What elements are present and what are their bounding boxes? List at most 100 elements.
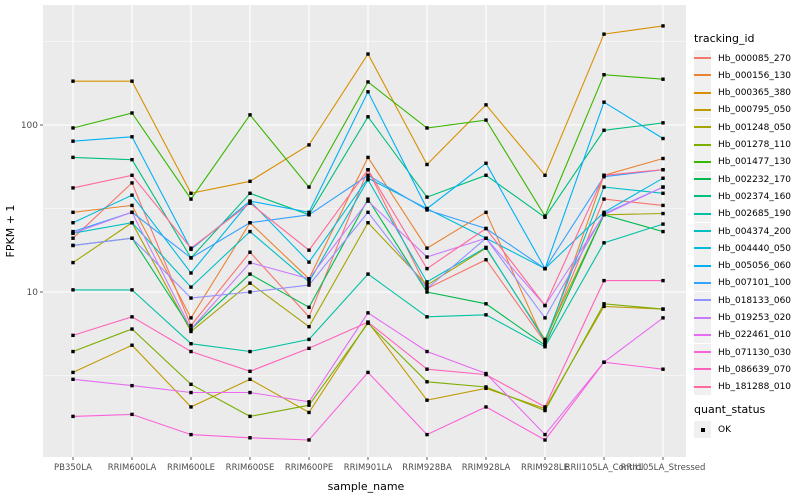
data-point xyxy=(425,208,429,212)
data-point xyxy=(425,280,429,284)
data-point xyxy=(71,231,75,235)
data-point xyxy=(484,173,488,177)
data-point xyxy=(661,278,665,283)
color-line-swatch-icon xyxy=(694,108,711,111)
data-point xyxy=(248,436,252,440)
color-line-swatch-icon xyxy=(694,385,711,388)
data-point xyxy=(248,199,252,203)
data-point xyxy=(248,414,252,419)
data-point xyxy=(366,210,370,215)
data-point xyxy=(307,403,311,407)
x-tick-label: RRIM600SE xyxy=(226,463,275,473)
data-point xyxy=(307,143,311,147)
data-point xyxy=(484,385,488,389)
y-tick-label: 100 xyxy=(21,121,38,131)
data-point xyxy=(661,222,665,226)
data-point xyxy=(661,167,665,172)
color-line-swatch-icon xyxy=(694,368,711,371)
legend-item-label: OK xyxy=(718,425,731,435)
data-point xyxy=(71,370,75,375)
data-point xyxy=(189,191,193,195)
data-point xyxy=(661,316,665,320)
data-point xyxy=(189,323,193,328)
color-line-swatch-icon xyxy=(694,264,711,267)
data-point xyxy=(71,79,75,83)
legend-color-key xyxy=(694,257,711,275)
legend-item-label: Hb_000156_130 xyxy=(718,70,792,81)
legend-item-label: Hb_022461_010 xyxy=(718,330,792,341)
data-point xyxy=(130,210,134,215)
data-points xyxy=(71,24,665,442)
data-point xyxy=(71,236,75,240)
data-point xyxy=(661,185,665,189)
data-point xyxy=(248,250,252,254)
data-point xyxy=(602,213,606,217)
legend-item-label: Hb_019253_020 xyxy=(718,313,792,323)
legend-color-key xyxy=(694,309,711,326)
legend-item-label: Hb_001278_110 xyxy=(718,140,792,150)
legend-item-label: Hb_000085_270 xyxy=(718,53,792,64)
x-tick-label: RRIM928LA xyxy=(462,463,511,473)
data-point xyxy=(189,246,193,250)
legend-item-label: Hb_181288_010 xyxy=(718,382,792,393)
legend-color-key xyxy=(694,84,711,102)
data-point xyxy=(602,304,606,309)
data-point xyxy=(307,305,311,309)
legend-item-label: Hb_001477_130 xyxy=(718,157,792,168)
data-point xyxy=(661,156,665,161)
legend-color-key xyxy=(694,205,711,223)
data-point xyxy=(543,266,547,271)
data-point xyxy=(130,193,134,197)
data-point xyxy=(602,100,606,104)
data-point xyxy=(130,203,134,208)
data-point xyxy=(71,349,75,354)
data-point xyxy=(248,201,252,205)
data-point xyxy=(189,197,193,201)
data-point xyxy=(189,327,193,331)
data-point xyxy=(366,90,370,94)
data-point xyxy=(189,296,193,300)
data-point xyxy=(425,195,429,199)
color-line-swatch-icon xyxy=(694,195,711,198)
data-point xyxy=(602,173,606,177)
data-point xyxy=(602,185,606,189)
data-point xyxy=(425,398,429,402)
data-point xyxy=(484,210,488,215)
data-point xyxy=(425,367,429,371)
x-tick-label: RRII105LA_Stressed xyxy=(621,463,706,473)
legend-color-key xyxy=(694,274,711,292)
legend-item-label: Hb_004440_050 xyxy=(718,243,792,254)
data-point xyxy=(425,126,429,130)
data-point xyxy=(307,277,311,281)
data-point xyxy=(366,197,370,201)
legend-color-key xyxy=(694,222,711,240)
legend-panel: tracking_id Hb_000085_270 Hb_000156_130 Hb… xyxy=(694,0,800,500)
legend-item-label: Hb_001248_050 xyxy=(718,122,792,133)
data-point xyxy=(248,290,252,294)
data-point xyxy=(661,136,665,141)
color-line-swatch-icon xyxy=(694,160,711,163)
data-point xyxy=(130,236,134,240)
legend-color-key xyxy=(694,153,711,171)
y-tick-label: 10 xyxy=(27,288,39,298)
data-point xyxy=(425,380,429,384)
data-point xyxy=(248,377,252,382)
color-line-swatch-icon xyxy=(694,230,711,232)
color-line-swatch-icon xyxy=(694,74,711,77)
data-point xyxy=(71,139,75,143)
legend-item-label: Hb_004374_200 xyxy=(718,226,792,237)
x-tick-label: RRIM600LE xyxy=(167,463,215,473)
data-point xyxy=(248,281,252,285)
data-point xyxy=(189,432,193,437)
legend-color-key xyxy=(694,326,711,344)
data-point xyxy=(602,278,606,283)
data-point xyxy=(130,343,134,347)
data-point xyxy=(366,272,370,276)
data-point xyxy=(307,248,311,252)
data-point xyxy=(543,303,547,308)
data-point xyxy=(307,260,311,264)
data-point xyxy=(248,272,252,276)
data-point xyxy=(130,157,134,162)
data-point xyxy=(661,307,665,311)
color-line-swatch-icon xyxy=(694,316,711,319)
